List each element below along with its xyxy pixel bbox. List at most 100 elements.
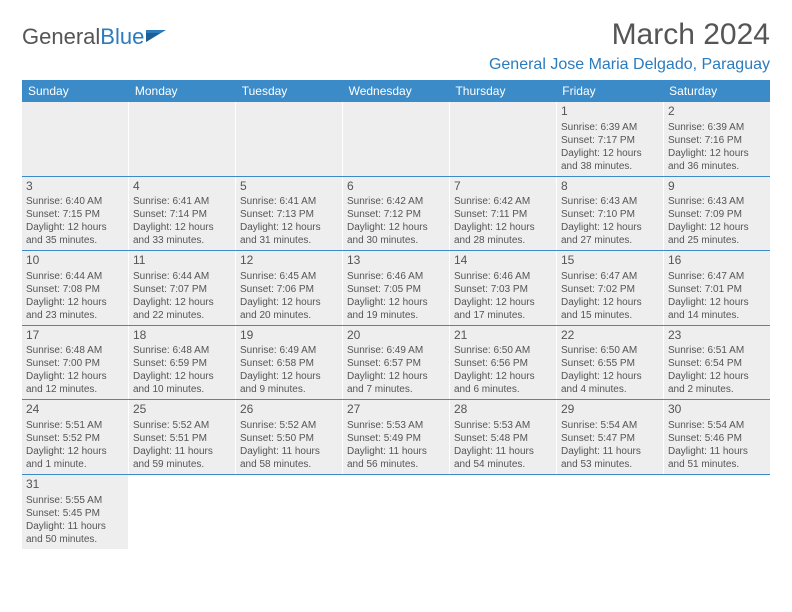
day-cell: 8Sunrise: 6:43 AMSunset: 7:10 PMDaylight… xyxy=(557,177,664,251)
day-number: 2 xyxy=(668,104,766,120)
day-cell: 22Sunrise: 6:50 AMSunset: 6:55 PMDayligh… xyxy=(557,326,664,400)
day-cell: 7Sunrise: 6:42 AMSunset: 7:11 PMDaylight… xyxy=(450,177,557,251)
day-cell-empty xyxy=(450,475,557,549)
day-cell-empty xyxy=(343,475,450,549)
weekday-header: Thursday xyxy=(449,80,556,102)
day-info-line: Daylight: 12 hours xyxy=(668,147,766,160)
day-info-line: Sunrise: 6:41 AM xyxy=(240,195,338,208)
day-info-line: Daylight: 12 hours xyxy=(668,370,766,383)
logo: GeneralBlue xyxy=(22,18,168,50)
day-info-line: Sunrise: 6:44 AM xyxy=(26,270,124,283)
day-info-line: and 2 minutes. xyxy=(668,383,766,396)
day-cell: 23Sunrise: 6:51 AMSunset: 6:54 PMDayligh… xyxy=(664,326,770,400)
weekday-header: Wednesday xyxy=(343,80,450,102)
day-info-line: Sunset: 5:46 PM xyxy=(668,432,766,445)
week-row: 3Sunrise: 6:40 AMSunset: 7:15 PMDaylight… xyxy=(22,177,770,252)
day-info-line: Sunrise: 5:54 AM xyxy=(561,419,659,432)
day-number: 3 xyxy=(26,179,124,195)
week-row: 17Sunrise: 6:48 AMSunset: 7:00 PMDayligh… xyxy=(22,326,770,401)
day-info-line: Daylight: 12 hours xyxy=(668,221,766,234)
day-info-line: Sunrise: 5:54 AM xyxy=(668,419,766,432)
weekday-header: Tuesday xyxy=(236,80,343,102)
day-info-line: Daylight: 12 hours xyxy=(454,370,552,383)
calendar: SundayMondayTuesdayWednesdayThursdayFrid… xyxy=(22,80,770,549)
day-number: 19 xyxy=(240,328,338,344)
week-row: 24Sunrise: 5:51 AMSunset: 5:52 PMDayligh… xyxy=(22,400,770,475)
day-info-line: Sunset: 7:12 PM xyxy=(347,208,445,221)
day-cell: 17Sunrise: 6:48 AMSunset: 7:00 PMDayligh… xyxy=(22,326,129,400)
day-cell: 26Sunrise: 5:52 AMSunset: 5:50 PMDayligh… xyxy=(236,400,343,474)
day-number: 31 xyxy=(26,477,124,493)
day-info-line: Sunset: 6:55 PM xyxy=(561,357,659,370)
day-info-line: Sunset: 6:57 PM xyxy=(347,357,445,370)
day-number: 13 xyxy=(347,253,445,269)
day-info-line: Sunrise: 6:46 AM xyxy=(347,270,445,283)
day-cell: 6Sunrise: 6:42 AMSunset: 7:12 PMDaylight… xyxy=(343,177,450,251)
day-info-line: Sunrise: 5:53 AM xyxy=(454,419,552,432)
day-info-line: and 1 minute. xyxy=(26,458,124,471)
day-info-line: and 33 minutes. xyxy=(133,234,231,247)
day-info-line: and 35 minutes. xyxy=(26,234,124,247)
day-cell: 28Sunrise: 5:53 AMSunset: 5:48 PMDayligh… xyxy=(450,400,557,474)
day-info-line: Sunset: 7:05 PM xyxy=(347,283,445,296)
day-info-line: Sunset: 5:49 PM xyxy=(347,432,445,445)
day-info-line: Sunset: 6:58 PM xyxy=(240,357,338,370)
day-info-line: and 31 minutes. xyxy=(240,234,338,247)
day-cell: 14Sunrise: 6:46 AMSunset: 7:03 PMDayligh… xyxy=(450,251,557,325)
day-info-line: and 51 minutes. xyxy=(668,458,766,471)
day-number: 15 xyxy=(561,253,659,269)
day-info-line: Sunrise: 6:44 AM xyxy=(133,270,231,283)
day-info-line: Sunrise: 6:51 AM xyxy=(668,344,766,357)
day-number: 24 xyxy=(26,402,124,418)
day-number: 18 xyxy=(133,328,231,344)
day-info-line: Sunset: 6:54 PM xyxy=(668,357,766,370)
day-cell: 10Sunrise: 6:44 AMSunset: 7:08 PMDayligh… xyxy=(22,251,129,325)
day-info-line: and 22 minutes. xyxy=(133,309,231,322)
day-info-line: Daylight: 12 hours xyxy=(561,296,659,309)
day-info-line: Daylight: 12 hours xyxy=(26,296,124,309)
day-number: 28 xyxy=(454,402,552,418)
weeks-container: 1Sunrise: 6:39 AMSunset: 7:17 PM Daylight… xyxy=(22,102,770,549)
day-info-line: Sunset: 7:06 PM xyxy=(240,283,338,296)
day-info-line: Sunset: 7:15 PM xyxy=(26,208,124,221)
day-info-line: Sunset: 7:01 PM xyxy=(668,283,766,296)
day-info-line: Daylight: 12 hours xyxy=(347,370,445,383)
day-number: 8 xyxy=(561,179,659,195)
day-info-line: and 17 minutes. xyxy=(454,309,552,322)
day-cell: 11Sunrise: 6:44 AMSunset: 7:07 PMDayligh… xyxy=(129,251,236,325)
weekday-header: Monday xyxy=(129,80,236,102)
day-info-line: and 25 minutes. xyxy=(668,234,766,247)
day-info-line: Sunset: 7:14 PM xyxy=(133,208,231,221)
day-info-line: Daylight: 12 hours xyxy=(240,221,338,234)
day-info-line: Daylight: 11 hours xyxy=(26,520,124,533)
day-info-line: Sunrise: 6:39 AM xyxy=(561,121,659,134)
day-number: 9 xyxy=(668,179,766,195)
day-info-line: Sunset: 7:02 PM xyxy=(561,283,659,296)
day-number: 1 xyxy=(561,104,659,120)
day-info-line: Sunrise: 5:53 AM xyxy=(347,419,445,432)
day-info-line: Daylight: 12 hours xyxy=(668,296,766,309)
day-info-line: Sunrise: 6:47 AM xyxy=(668,270,766,283)
day-cell: 9Sunrise: 6:43 AMSunset: 7:09 PMDaylight… xyxy=(664,177,770,251)
day-info-line: Daylight: 11 hours xyxy=(133,445,231,458)
day-info-line: and 50 minutes. xyxy=(26,533,124,546)
day-info-line: Sunset: 7:17 PM xyxy=(561,134,659,147)
week-row: 31Sunrise: 5:55 AMSunset: 5:45 PMDayligh… xyxy=(22,475,770,549)
weekday-header: Friday xyxy=(556,80,663,102)
day-info-line: and 14 minutes. xyxy=(668,309,766,322)
day-number: 14 xyxy=(454,253,552,269)
title-block: March 2024 General Jose Maria Delgado, P… xyxy=(489,18,770,74)
day-number: 26 xyxy=(240,402,338,418)
day-info-line: Sunrise: 6:48 AM xyxy=(133,344,231,357)
day-info-line: Sunrise: 6:49 AM xyxy=(240,344,338,357)
day-cell-empty xyxy=(557,475,664,549)
day-info-line: Daylight: 11 hours xyxy=(454,445,552,458)
day-number: 12 xyxy=(240,253,338,269)
day-info-line: Sunset: 7:00 PM xyxy=(26,357,124,370)
day-info-line: and 7 minutes. xyxy=(347,383,445,396)
day-info-line: Sunrise: 6:45 AM xyxy=(240,270,338,283)
day-cell-empty xyxy=(129,475,236,549)
day-cell: 1Sunrise: 6:39 AMSunset: 7:17 PMDaylight… xyxy=(557,102,664,176)
day-cell: 3Sunrise: 6:40 AMSunset: 7:15 PMDaylight… xyxy=(22,177,129,251)
day-cell-empty xyxy=(450,102,557,176)
